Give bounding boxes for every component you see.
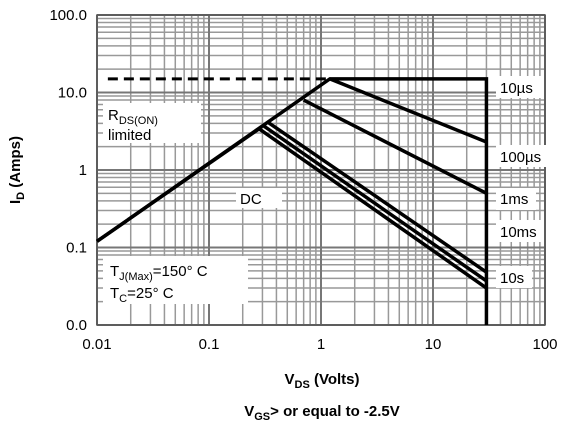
x-tick-label: 10 — [425, 336, 442, 353]
annotation: limited — [108, 127, 151, 144]
series-line — [261, 123, 488, 283]
label-background — [496, 76, 544, 98]
y-tick-label: 100.0 — [49, 7, 87, 24]
label-part: GS — [254, 411, 270, 423]
label-part: C — [119, 293, 127, 305]
label-background — [496, 220, 544, 242]
plot-frame — [96, 14, 546, 326]
label-part: V — [284, 371, 294, 388]
label-background — [496, 266, 532, 288]
y-tick-label: 0.1 — [66, 240, 87, 257]
series-label: 1ms — [500, 191, 528, 208]
series-label: 10s — [500, 270, 524, 287]
label-part: V — [244, 403, 254, 420]
label-background — [103, 256, 248, 304]
label-part: DS(ON) — [119, 115, 158, 127]
lines — [95, 76, 546, 325]
label-part: J(Max) — [119, 271, 153, 283]
label-part: R — [108, 107, 119, 124]
label-background — [103, 103, 201, 143]
series-label: 10µs — [500, 80, 533, 97]
label-part: =25° C — [127, 285, 174, 302]
label-part: T — [110, 263, 119, 280]
series-label: DC — [240, 191, 262, 208]
series-label: 10ms — [500, 224, 537, 241]
label: VGS> or equal to -2.5V — [244, 403, 400, 423]
annotation: RDS(ON) — [108, 107, 158, 127]
y-tick-label: 0.0 — [66, 317, 87, 334]
x-tick-label: 100 — [532, 336, 557, 353]
series-line — [266, 120, 488, 274]
x-tick-label: 0.1 — [199, 336, 220, 353]
label: ID (Amps) — [7, 136, 27, 204]
series-line — [96, 126, 488, 290]
series-line — [329, 77, 488, 144]
series-line — [302, 98, 488, 195]
label-part: D — [15, 192, 27, 200]
label-part: =150° C — [153, 263, 208, 280]
label-background — [496, 188, 536, 210]
x-tick-label: 1 — [317, 336, 325, 353]
label: VDS (Volts) — [284, 371, 359, 391]
label: TC=25° C — [110, 285, 174, 305]
y-tick-label: 1 — [79, 162, 87, 179]
labels: 0.01 0.1 1 10 100 0.0 0.1 1 10.0 100.0 10µs 100µs 1m… — [7, 7, 558, 423]
label-background — [236, 188, 282, 208]
y-tick-label: 10.0 — [58, 85, 87, 102]
x-tick-label: 0.01 — [82, 336, 111, 353]
label-part: (Volts) — [310, 371, 360, 388]
series-label: 100µs — [500, 149, 541, 166]
label-part: DS — [295, 379, 310, 391]
label-part: (Amps) — [7, 136, 24, 192]
label-part: T — [110, 285, 119, 302]
label: TJ(Max)=150° C — [110, 263, 208, 283]
label-background — [496, 145, 546, 167]
label-part: I — [7, 200, 24, 204]
label-part: > or equal to -2.5V — [270, 403, 400, 420]
